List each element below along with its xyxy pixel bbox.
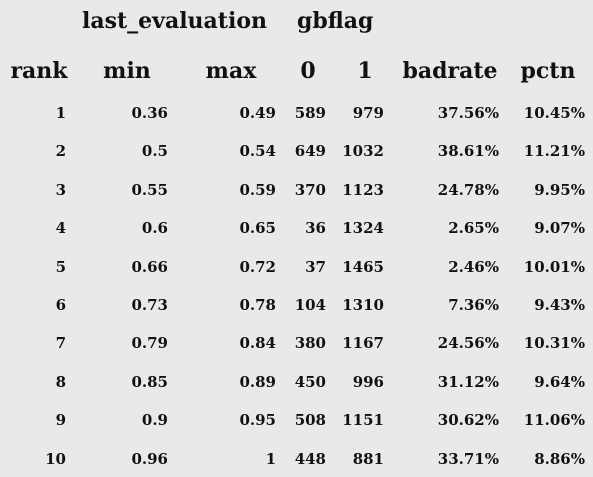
table-cell-pctn: 10.31% <box>523 334 585 353</box>
table-cell-badrate: 2.46% <box>448 257 499 276</box>
table-cell-badrate: 31.12% <box>437 372 499 391</box>
table-cell-1: 1151 <box>342 411 384 430</box>
column-header-min: min <box>103 58 151 84</box>
table-cell-0: 450 <box>294 372 326 391</box>
group-header-gbflag: gbflag <box>297 8 374 34</box>
table-cell-0: 104 <box>294 296 326 314</box>
table-cell-0: 37 <box>305 257 326 276</box>
table-cell-rank: 3 <box>55 180 66 199</box>
table-cell-max: 0.49 <box>239 104 276 122</box>
table-cell-max: 0.95 <box>239 411 276 430</box>
table-cell-0: 589 <box>294 104 326 122</box>
table-cell-0: 448 <box>294 449 326 468</box>
table-cell-rank: 10 <box>45 449 66 468</box>
table-cell-rank: 7 <box>55 334 66 353</box>
table-cell-min: 0.79 <box>131 334 168 353</box>
column-header-rank: rank <box>10 58 68 84</box>
table-cell-badrate: 24.56% <box>437 334 499 353</box>
table-cell-1: 1032 <box>342 142 384 161</box>
table-cell-min: 0.6 <box>141 219 168 238</box>
column-header-pctn: pctn <box>520 58 576 84</box>
table-cell-1: 996 <box>352 372 384 391</box>
table-cell-rank: 8 <box>55 372 66 391</box>
table-cell-badrate: 24.78% <box>437 180 499 199</box>
table-cell-rank: 1 <box>55 104 66 122</box>
table-cell-1: 1465 <box>342 257 384 276</box>
table-cell-max: 0.54 <box>239 142 276 161</box>
table-cell-max: 0.84 <box>239 334 276 353</box>
table-cell-1: 1123 <box>342 180 384 199</box>
table-cell-badrate: 33.71% <box>437 449 499 468</box>
table-cell-badrate: 30.62% <box>437 411 499 430</box>
table-cell-pctn: 10.01% <box>523 257 585 276</box>
table-cell-max: 0.78 <box>239 296 276 314</box>
table-cell-max: 0.89 <box>239 372 276 391</box>
table-cell-1: 979 <box>352 104 384 122</box>
table-cell-pctn: 9.07% <box>534 219 585 238</box>
group-header-last-evaluation: last_evaluation <box>82 8 267 34</box>
table-cell-0: 36 <box>305 219 326 238</box>
table-cell-min: 0.85 <box>131 372 168 391</box>
table-cell-min: 0.9 <box>141 411 168 430</box>
table-cell-pctn: 9.95% <box>534 180 585 199</box>
table-cell-1: 1324 <box>342 219 384 238</box>
table-cell-min: 0.96 <box>131 449 168 468</box>
table-cell-0: 370 <box>294 180 326 199</box>
table-cell-pctn: 9.43% <box>534 296 585 314</box>
table-cell-pctn: 10.45% <box>523 104 585 122</box>
table-cell-min: 0.66 <box>131 257 168 276</box>
table-cell-1: 1310 <box>342 296 384 314</box>
column-header-max: max <box>205 58 257 84</box>
column-header-0: 0 <box>300 58 316 84</box>
column-header-1: 1 <box>357 58 373 84</box>
table-cell-badrate: 37.56% <box>437 104 499 122</box>
table-cell-badrate: 38.61% <box>437 142 499 161</box>
table-cell-max: 0.72 <box>239 257 276 276</box>
table-cell-badrate: 2.65% <box>448 219 499 238</box>
table-cell-min: 0.73 <box>131 296 168 314</box>
table-cell-badrate: 7.36% <box>448 296 499 314</box>
table-cell-min: 0.55 <box>131 180 168 199</box>
table-cell-rank: 2 <box>55 142 66 161</box>
table-cell-rank: 4 <box>55 219 66 238</box>
table-cell-rank: 9 <box>55 411 66 430</box>
table-cell-max: 0.59 <box>239 180 276 199</box>
table-cell-min: 0.5 <box>141 142 168 161</box>
table-cell-1: 1167 <box>342 334 384 353</box>
table-cell-0: 380 <box>294 334 326 353</box>
table-cell-pctn: 11.21% <box>523 142 585 161</box>
table-cell-min: 0.36 <box>131 104 168 122</box>
table-cell-max: 0.65 <box>239 219 276 238</box>
table-cell-rank: 6 <box>55 296 66 314</box>
table-cell-max: 1 <box>265 449 276 468</box>
table-cell-rank: 5 <box>55 257 66 276</box>
table-cell-pctn: 9.64% <box>534 372 585 391</box>
table-cell-pctn: 8.86% <box>534 449 585 468</box>
table-cell-1: 881 <box>352 449 384 468</box>
table-cell-0: 649 <box>294 142 326 161</box>
table-cell-0: 508 <box>294 411 326 430</box>
table-cell-pctn: 11.06% <box>523 411 585 430</box>
column-header-badrate: badrate <box>402 58 498 84</box>
